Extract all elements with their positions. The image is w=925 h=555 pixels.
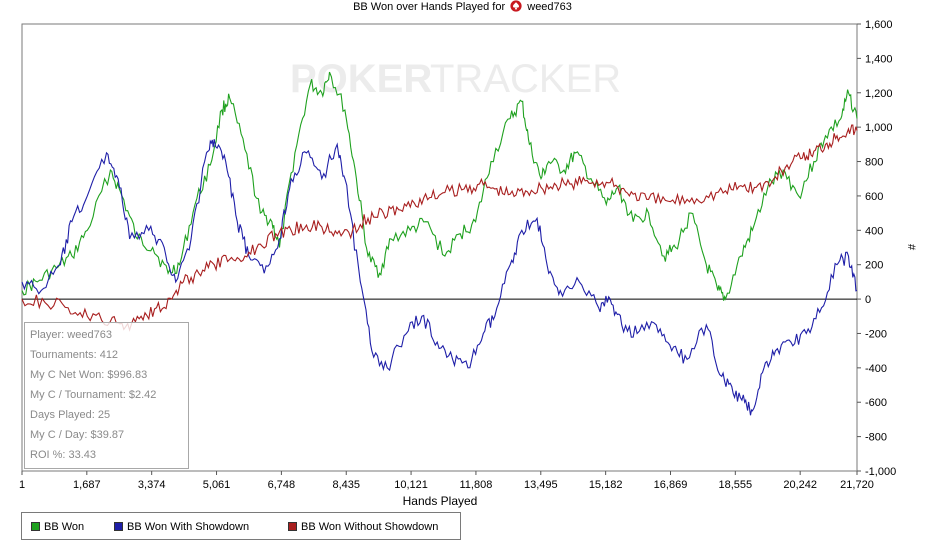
chart-legend: BB Won BB Won With Showdown BB Won Witho… — [21, 512, 461, 540]
x-axis-label: Hands Played — [402, 494, 478, 508]
x-tick-label: 6,748 — [268, 479, 296, 491]
legend-item-bb-won[interactable]: BB Won — [31, 521, 84, 533]
x-tick-label: 16,869 — [654, 479, 688, 491]
y-tick-label: 1,000 — [865, 122, 893, 134]
legend-label-bb-won: BB Won — [44, 521, 85, 533]
watermark-brand-right: TRACKER — [430, 57, 621, 101]
chart-plot: POKER TRACKER -1,000 -800 -600 -400 -200 0 200… — [19, 19, 896, 491]
y-tick-label: 800 — [865, 157, 883, 169]
series-line-1 — [21, 71, 858, 301]
x-tick-label: 1,687 — [73, 479, 101, 491]
stat-tournaments: Tournaments: 412 — [30, 349, 119, 361]
stat-per-tournament: My C / Tournament: $2.42 — [30, 389, 157, 401]
y-tick-label: -400 — [865, 363, 887, 375]
chart-title: BB Won over Hands Played for weed763 — [0, 0, 925, 14]
x-tick-label: 1 — [19, 479, 25, 491]
x-tick-label: 18,555 — [718, 479, 752, 491]
y-tick-label: 200 — [865, 260, 883, 272]
stat-player: Player: weed763 — [30, 329, 112, 341]
legend-label-without-showdown: BB Won Without Showdown — [301, 521, 439, 533]
series-line-3 — [21, 124, 858, 332]
x-tick-label: 15,182 — [589, 479, 623, 491]
chart-title-text: BB Won over Hands Played for — [353, 1, 506, 13]
x-tick-label: 5,061 — [203, 479, 231, 491]
spade-icon — [510, 0, 522, 12]
axes: -1,000 -800 -600 -400 -200 0 200 400 600 800 1,000… — [19, 19, 896, 491]
y-tick-label: 1,600 — [865, 19, 893, 31]
stat-roi: ROI %: 33.43 — [30, 449, 97, 461]
watermark-brand-left: POKER — [290, 57, 432, 101]
legend-item-without-showdown[interactable]: BB Won Without Showdown — [288, 521, 438, 533]
chart-title-player: weed763 — [527, 1, 572, 13]
x-tick-label: 10,121 — [394, 479, 428, 491]
legend-swatch-bb-won — [31, 522, 40, 531]
plot-frame — [21, 23, 858, 472]
y-tick-label: 0 — [865, 294, 871, 306]
x-tick-label: 8,435 — [332, 479, 360, 491]
y-tick-label: 400 — [865, 225, 883, 237]
y-tick-label: 600 — [865, 191, 883, 203]
x-tick-label: 13,495 — [524, 479, 558, 491]
stat-net-won: My C Net Won: $996.83 — [30, 369, 148, 381]
y-axis-label: # — [905, 243, 918, 251]
player-stats-box: Player: weed763 Tournaments: 412 My C Ne… — [24, 322, 189, 469]
watermark-logo: POKER TRACKER — [290, 57, 621, 101]
y-tick-label: -800 — [865, 432, 887, 444]
legend-label-with-showdown: BB Won With Showdown — [127, 521, 250, 533]
y-tick-label: -600 — [865, 397, 887, 409]
legend-item-with-showdown[interactable]: BB Won With Showdown — [114, 521, 249, 533]
y-tick-label: 1,200 — [865, 88, 893, 100]
y-tick-label: -1,000 — [865, 466, 896, 478]
y-tick-label: -200 — [865, 328, 887, 340]
series-line-2 — [21, 139, 858, 416]
series-layer — [21, 71, 858, 416]
x-tick-label: 3,374 — [138, 479, 166, 491]
x-tick-label: 20,242 — [783, 479, 817, 491]
x-tick-label: 11,808 — [460, 479, 493, 491]
legend-swatch-without-showdown — [288, 522, 297, 531]
y-tick-label: 1,400 — [865, 53, 893, 65]
stat-days-played: Days Played: 25 — [30, 409, 111, 421]
stat-per-day: My C / Day: $39.87 — [30, 429, 125, 441]
legend-swatch-with-showdown — [114, 522, 123, 531]
x-tick-label: 21,720 — [840, 479, 874, 491]
